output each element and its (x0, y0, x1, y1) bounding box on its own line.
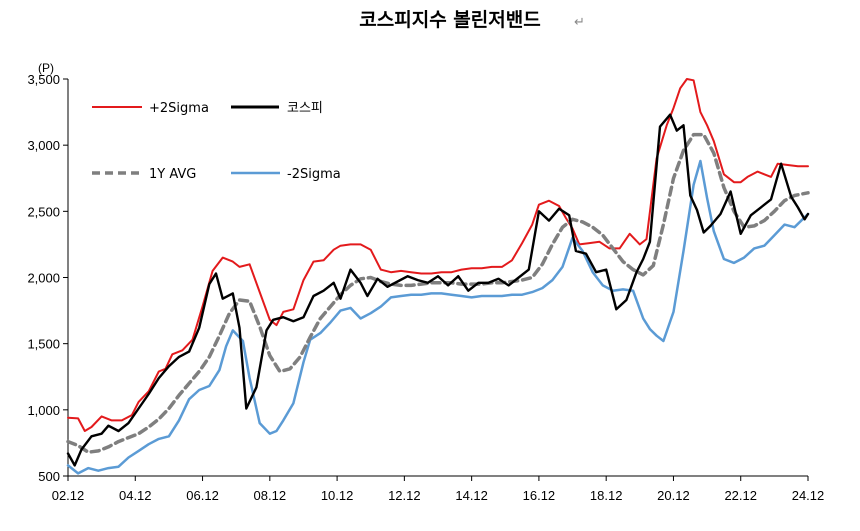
x-tick-label: 12.12 (388, 488, 421, 503)
legend-item-avg: 1Y AVG (92, 167, 196, 182)
y-tick-label: 2,500 (27, 204, 60, 219)
x-tick-label: 24.12 (792, 488, 825, 503)
legend-label-lower: -2Sigma (287, 167, 341, 182)
legend-label-upper: +2Sigma (149, 101, 209, 116)
y-tick-label: 3,000 (27, 138, 60, 153)
x-tick-label: 08.12 (254, 488, 287, 503)
y-axis: 500 1,000 1,500 2,000 2,500 3,000 3,500 (27, 72, 69, 484)
series-line-kospi (66, 113, 810, 467)
x-tick-label: 04.12 (119, 488, 152, 503)
x-tick-label: 16.12 (523, 488, 556, 503)
y-tick-label: 2,000 (27, 271, 60, 286)
y-tick-label: 500 (38, 469, 60, 484)
series-line-lower (66, 159, 810, 475)
y-tick-label: 3,500 (27, 72, 60, 87)
legend-label-avg: 1Y AVG (149, 167, 196, 182)
x-tick-label: 18.12 (590, 488, 623, 503)
legend-item-upper: +2Sigma (92, 101, 209, 116)
x-tick-label: 10.12 (321, 488, 354, 503)
chart-title: 코스피지수 볼린저밴드 (359, 9, 540, 31)
series-line-avg (66, 132, 810, 454)
x-tick-label: 02.12 (52, 488, 85, 503)
y-tick-label: 1,000 (27, 403, 60, 418)
x-tick-label: 14.12 (455, 488, 488, 503)
x-tick-label: 06.12 (186, 488, 219, 503)
x-tick-label: 22.12 (724, 488, 757, 503)
return-mark: ↵ (574, 15, 585, 30)
legend: +2Sigma 코스피 1Y AVG -2Sigma (92, 101, 341, 182)
series-line-upper (67, 78, 809, 432)
y-axis-unit: (P) (38, 61, 54, 75)
legend-item-lower: -2Sigma (231, 167, 341, 182)
legend-label-kospi: 코스피 (287, 101, 323, 116)
series-layer (66, 78, 810, 475)
legend-item-kospi: 코스피 (231, 101, 323, 116)
x-axis: 02.12 04.12 06.12 08.12 10.12 12.12 14.12 16.12… (52, 475, 825, 503)
y-tick-label: 1,500 (27, 337, 60, 352)
x-tick-label: 20.12 (657, 488, 690, 503)
